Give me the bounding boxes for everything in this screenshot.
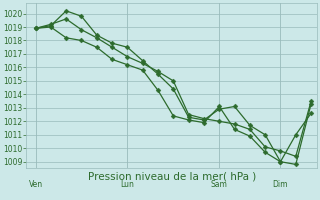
Text: Ven: Ven [28,180,43,189]
Text: Sam: Sam [211,180,228,189]
X-axis label: Pression niveau de la mer( hPa ): Pression niveau de la mer( hPa ) [88,171,256,181]
Text: Lun: Lun [120,180,134,189]
Text: Dim: Dim [273,180,288,189]
